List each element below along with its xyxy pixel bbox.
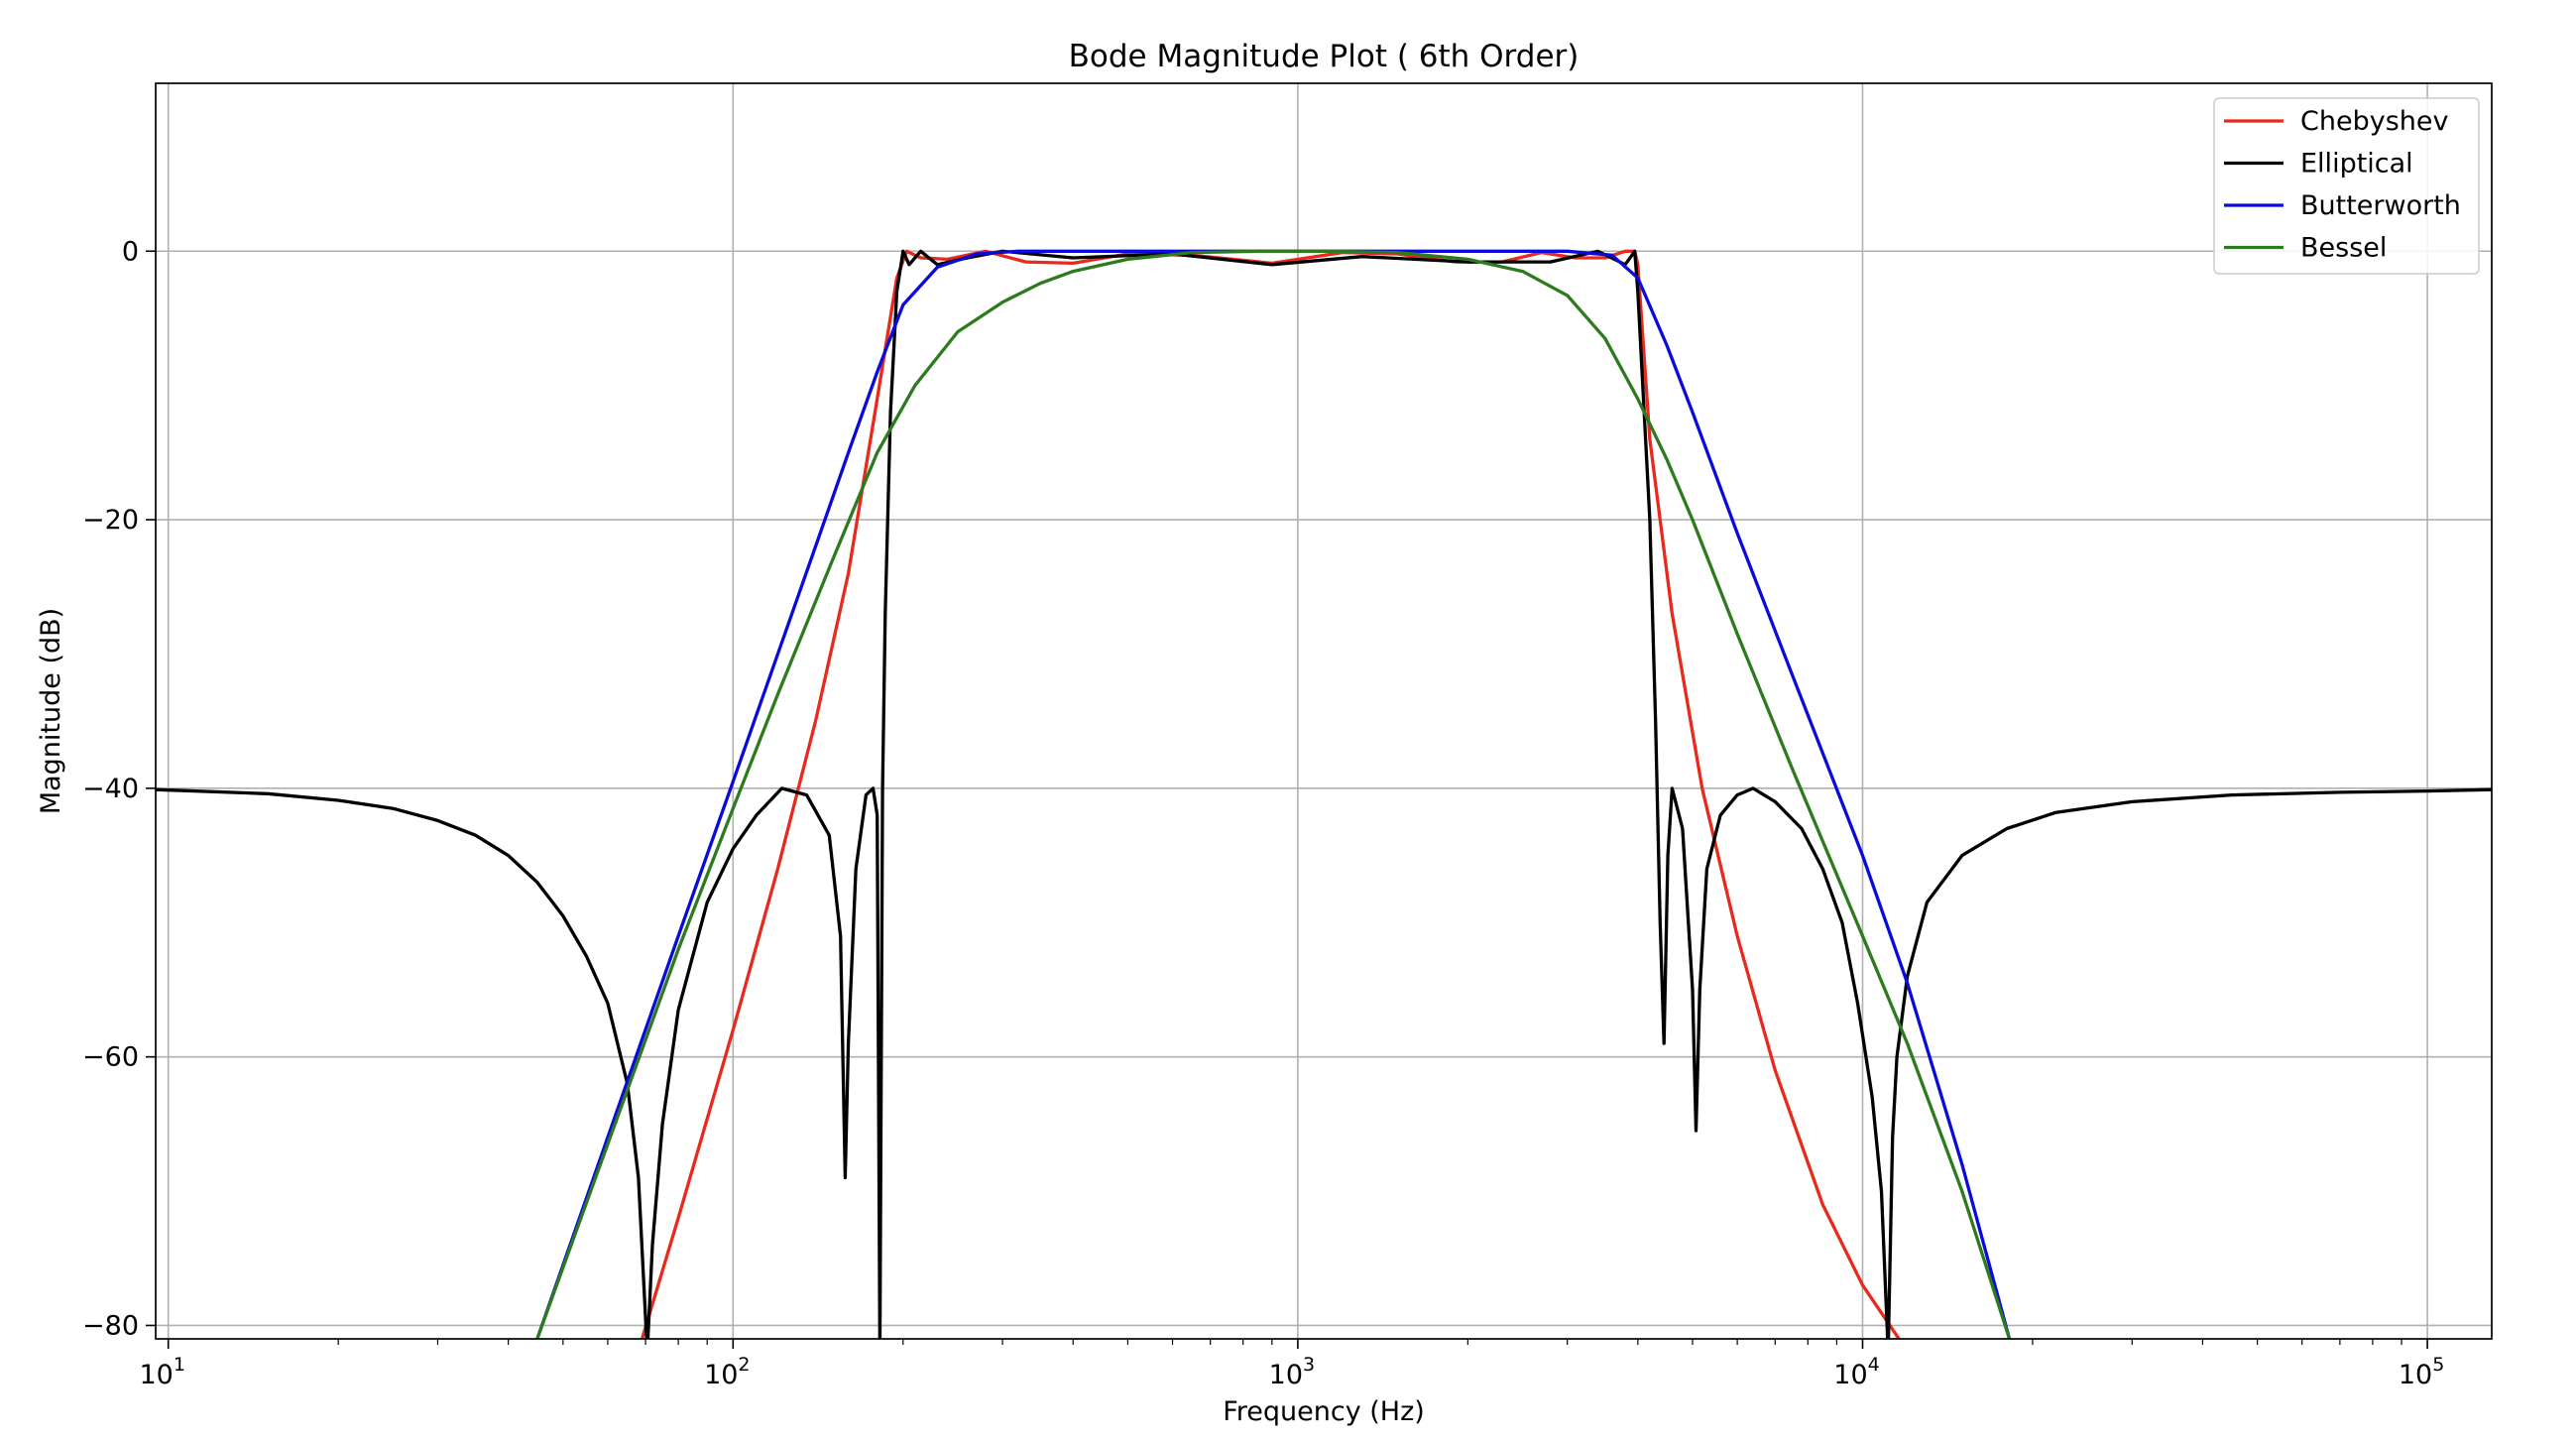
x-axis-label: Frequency (Hz) (1223, 1396, 1425, 1427)
series-line-bessel (535, 249, 2012, 1339)
y-tick-label: 0 (122, 236, 139, 267)
legend-label-bessel: Bessel (2300, 233, 2387, 264)
legend-box (2213, 97, 2480, 275)
legend-label-elliptical: Elliptical (2300, 149, 2413, 180)
legend: Chebyshev Elliptical Butterworth Bessel (2213, 97, 2480, 275)
y-axis-label: Magnitude (dB) (36, 608, 66, 814)
legend-label-butterworth: Butterworth (2300, 190, 2461, 221)
chart-title: Bode Magnitude Plot ( 6th Order) (1069, 39, 1580, 74)
y-tick-label: −20 (82, 505, 139, 536)
y-tick-label: −80 (82, 1310, 139, 1341)
series-lines (156, 249, 2492, 1339)
series-line-elliptical (156, 249, 2492, 1339)
y-tick-label: −60 (82, 1042, 139, 1073)
series-line-butterworth (535, 249, 2012, 1339)
y-tick-label: −40 (82, 774, 139, 804)
legend-label-chebyshev: Chebyshev (2300, 106, 2448, 137)
plot-frame (155, 82, 2493, 1340)
